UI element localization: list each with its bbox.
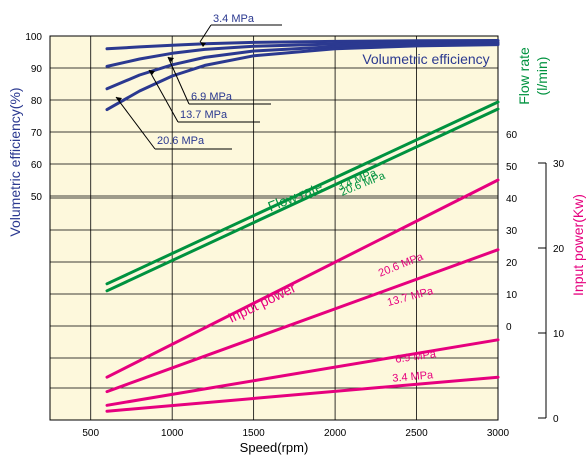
vol-eff-group-label: Volumetric efficiency [362,51,489,67]
vol-eff-pressure-label: 6.9 MPa [191,91,233,103]
power-series-20-6-mpa [105,178,500,379]
flow-tick-label: 30 [506,226,518,237]
power-pressure-label: 3.4 MPa [392,369,435,385]
annotation-arrowhead [168,57,174,62]
flow-axis-label-line1: Flow rate [516,47,532,105]
flow-series-20-6-mpa [105,107,500,293]
vol-eff-pressure-label: 3.4 MPa [213,13,255,25]
power-series-6-9-mpa [105,338,500,407]
flow-tick-label: 20 [506,258,518,269]
vol_eff-series-6-9-mpa [105,40,500,68]
flow-tick-label: 0 [506,322,512,333]
y-tick-label: 70 [31,128,43,139]
x-axis-label: Speed(rpm) [240,440,309,455]
annotation-arrowhead [149,70,155,75]
power-tick-label: 10 [553,329,565,340]
flow-rate-axis: 0 10 20 30 40 50 60 [506,130,518,333]
flow-tick-label: 10 [506,290,518,301]
plot-area [49,35,499,421]
flow-tick-label: 50 [506,162,518,173]
power-tick-label: 20 [553,244,565,255]
flow-tick-label: 60 [506,130,518,141]
vol-eff-pressure-label: 20.6 MPa [157,135,205,147]
x-tick-label: 3000 [487,428,510,439]
vol-eff-pressure-label: 13.7 MPa [180,109,228,121]
flow-series-3-4-mpa [105,100,500,286]
series-layer [105,39,500,413]
y-tick-label: 80 [31,96,43,107]
power-series-3-4-mpa [105,375,500,413]
y-tick-label: 90 [31,64,43,75]
annotation-arrowhead [200,42,206,47]
annotation-leader [199,24,212,43]
speed-axis: 500 1000 1500 2000 2500 3000 [82,428,509,439]
y-tick-label: 60 [31,160,43,171]
x-tick-label: 1500 [243,428,266,439]
power-series-13-7-mpa [105,248,500,394]
x-tick-label: 1000 [161,428,184,439]
vol_eff-series-3-4-mpa [105,39,500,51]
power-axis-label: Input power(Kw) [570,194,586,296]
volumetric-efficiency-axis: 50 60 70 80 90 100 [25,32,42,203]
x-tick-label: 2500 [405,428,428,439]
annotation-leader [148,69,179,123]
annotation-leader [115,96,156,150]
vol-eff-axis-label: Volumetric efficiency(%) [7,87,23,236]
y-tick-label: 100 [25,32,42,43]
power-tick-label: 0 [553,414,559,425]
flow-axis-label-line2: (l/min) [534,57,550,96]
flow-tick-label: 40 [506,194,518,205]
y-tick-label: 50 [31,192,43,203]
annotation-leader [167,56,190,105]
x-tick-label: 500 [82,428,99,439]
input-power-axis: 0 10 20 30 [538,159,565,425]
x-tick-label: 2000 [324,428,347,439]
annotation-arrowhead [116,97,122,102]
power-pressure-label: 6.9 MPa [394,348,437,366]
power-tick-label: 30 [553,159,565,170]
vol_eff-series-20-6-mpa [105,43,500,112]
